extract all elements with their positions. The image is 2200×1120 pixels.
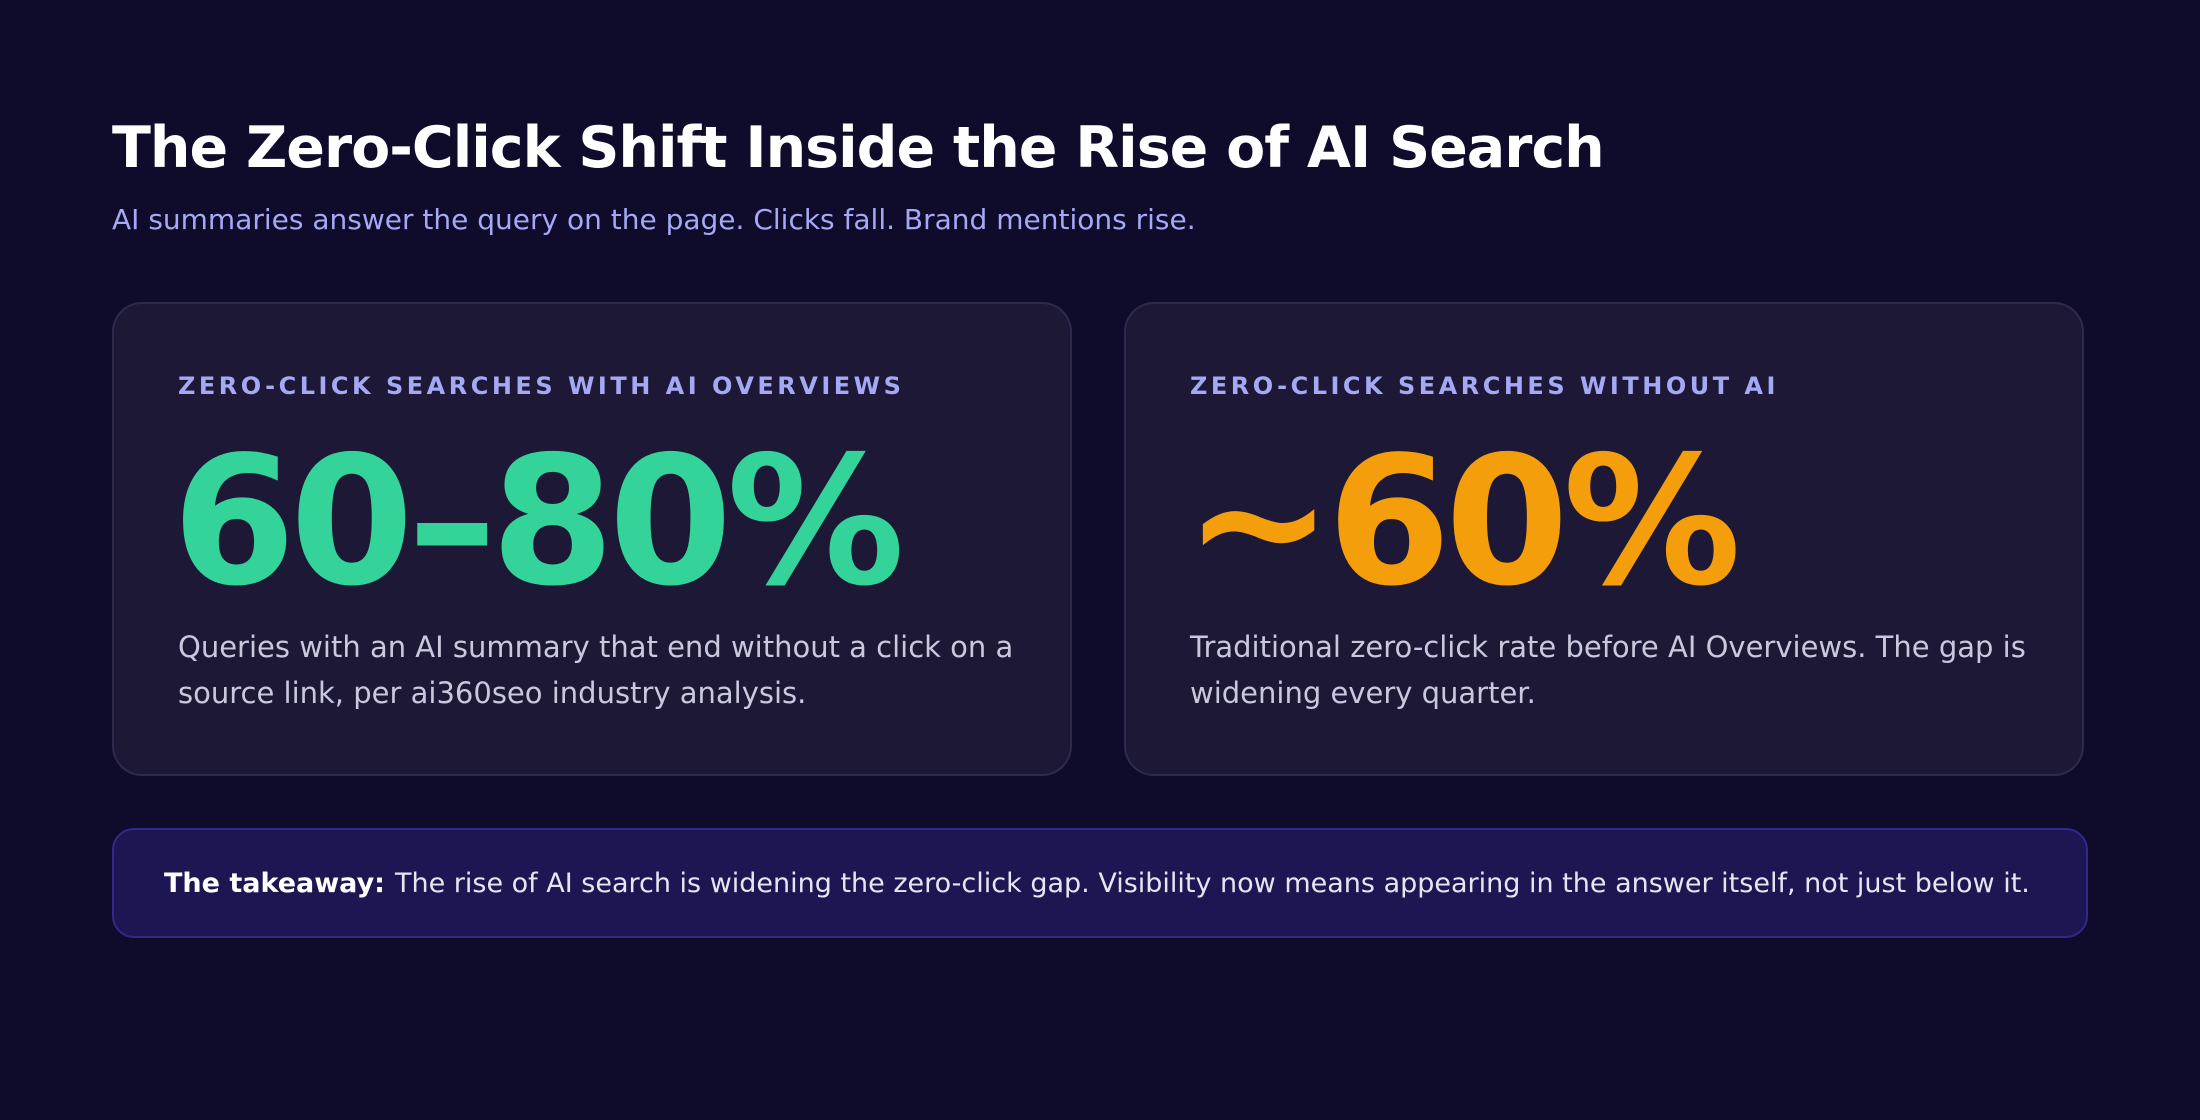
page-subtitle: AI summaries answer the query on the pag… xyxy=(112,203,1196,236)
stat-card-without-ai: ZERO-CLICK SEARCHES WITHOUT AI ~60% Trad… xyxy=(1124,302,2084,776)
card-label: ZERO-CLICK SEARCHES WITH AI OVERVIEWS xyxy=(178,372,905,400)
stat-value: ~60% xyxy=(1184,418,1741,625)
stat-value: 60–80% xyxy=(172,418,905,625)
page-title: The Zero-Click Shift Inside the Rise of … xyxy=(112,115,1605,181)
card-label: ZERO-CLICK SEARCHES WITHOUT AI xyxy=(1190,372,1779,400)
card-description: Queries with an AI summary that end with… xyxy=(178,630,1014,710)
takeaway-banner: The takeaway: The rise of AI search is w… xyxy=(112,828,2088,938)
stat-card-with-ai-overviews: ZERO-CLICK SEARCHES WITH AI OVERVIEWS 60… xyxy=(112,302,1072,776)
takeaway-label: The takeaway: xyxy=(164,867,385,899)
card-description: Traditional zero-click rate before AI Ov… xyxy=(1190,630,2026,710)
takeaway-text: The rise of AI search is widening the ze… xyxy=(394,867,2030,899)
